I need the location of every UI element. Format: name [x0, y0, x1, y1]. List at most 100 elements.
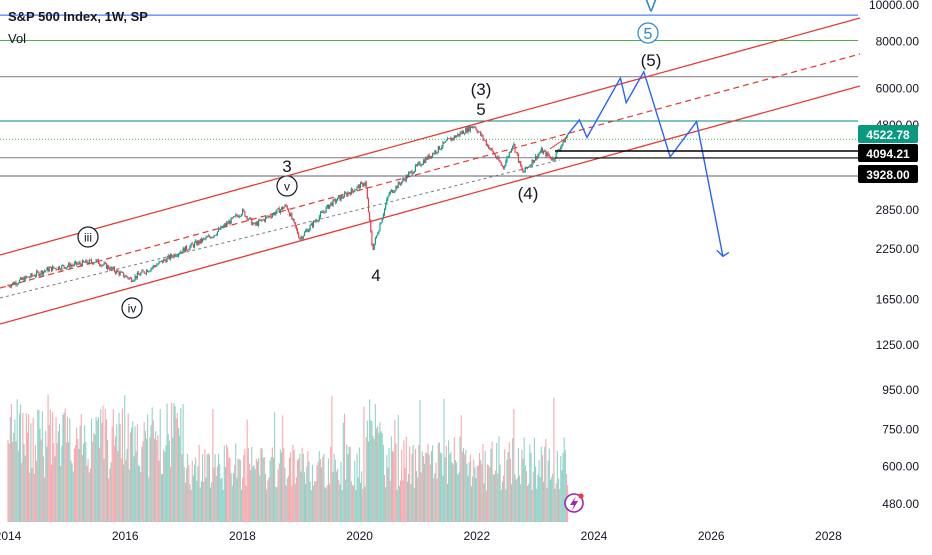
candle-body	[547, 152, 549, 156]
volume-bar	[45, 430, 47, 522]
candle-body	[388, 193, 390, 197]
candle-body	[340, 195, 342, 201]
volume-bar	[374, 404, 376, 522]
candle-body	[152, 265, 154, 268]
volume-bar	[204, 449, 206, 522]
candle-body	[409, 171, 411, 174]
candle-body	[173, 254, 175, 258]
volume-bar	[449, 454, 451, 522]
price-label-text: 3928.00	[866, 168, 910, 182]
candle-body	[437, 146, 439, 153]
candle-body	[49, 266, 51, 269]
volume-bar	[355, 489, 357, 522]
candle-body	[476, 130, 478, 133]
candle-body	[514, 144, 516, 152]
candle-body	[126, 275, 128, 278]
volume-bar	[251, 446, 253, 522]
price-label-box	[858, 125, 918, 143]
volume-bar	[417, 477, 419, 522]
volume-bar	[37, 409, 39, 522]
volume-bar	[536, 488, 538, 522]
volume-bar	[278, 463, 280, 522]
volume-bar	[145, 438, 148, 522]
candle-body	[347, 192, 349, 196]
candle-body	[343, 192, 346, 198]
volume-bar	[457, 474, 459, 522]
volume-bar	[235, 443, 237, 522]
volume-bar	[491, 441, 493, 522]
candle-body	[274, 212, 276, 215]
candle-body	[327, 204, 329, 209]
candle-body	[9, 286, 11, 288]
candle-body	[258, 220, 260, 226]
time-tick-label: 2016	[112, 529, 139, 543]
candle-body	[208, 235, 210, 237]
candle-body	[240, 214, 243, 216]
volume-bar	[287, 475, 289, 522]
candle-body	[203, 238, 205, 240]
volume-bar	[174, 406, 176, 522]
candle-body	[39, 274, 41, 276]
price-tick-label: 1650.00	[876, 293, 920, 307]
volume-bar	[358, 447, 360, 522]
candle-body	[361, 182, 363, 184]
candle-body	[520, 161, 522, 167]
candle-body	[323, 211, 325, 213]
volume-bar	[164, 451, 166, 522]
candle-body	[115, 271, 117, 274]
candle-body	[248, 217, 251, 220]
volume-bar	[275, 486, 277, 522]
volume-bar	[437, 443, 439, 522]
candle-body	[147, 270, 149, 273]
volume-bar	[464, 454, 466, 522]
candle-body	[523, 171, 525, 173]
volume-bar	[271, 447, 273, 522]
volume-bar	[34, 445, 37, 522]
volume-bar	[453, 437, 455, 522]
candle-body	[421, 164, 423, 166]
candle-body	[140, 272, 142, 276]
volume-bar	[198, 444, 200, 522]
volume-bar	[24, 455, 26, 522]
candle-body	[543, 151, 545, 154]
candle-body	[253, 222, 255, 224]
volume-bar	[13, 433, 15, 522]
volume-bar	[363, 406, 365, 522]
volume-bar	[508, 442, 510, 522]
channel-lower-line	[0, 85, 861, 325]
volume-bar	[412, 445, 414, 522]
volume-bar	[247, 448, 249, 522]
volume-bar	[60, 465, 62, 522]
volume-bar	[177, 427, 180, 522]
volume-bar	[102, 405, 104, 522]
candle-body	[243, 209, 245, 212]
wave-label: v	[284, 179, 290, 193]
volume-bar	[509, 458, 511, 522]
wave-label-circle	[121, 297, 143, 319]
candle-body	[404, 179, 406, 181]
candle-body	[169, 254, 172, 259]
candle-body	[433, 153, 435, 155]
volume-bar	[115, 436, 117, 522]
candle-body	[501, 165, 503, 167]
candle-body	[459, 132, 461, 136]
volume-bar	[418, 444, 420, 522]
candle-body	[356, 186, 358, 190]
volume-bar	[227, 447, 229, 522]
volume-bar	[370, 420, 372, 522]
volume-bar	[215, 476, 217, 522]
candle-body	[334, 199, 336, 203]
candle-body	[219, 228, 221, 230]
volume-bar	[134, 426, 136, 522]
candle-body	[278, 208, 280, 213]
volume-bar	[537, 474, 539, 522]
volume-bar	[478, 453, 481, 522]
candle-body	[167, 255, 169, 258]
candle-body	[403, 178, 405, 180]
volume-bar	[285, 485, 287, 522]
volume-bar	[398, 485, 400, 522]
candle-body	[529, 165, 531, 167]
candle-body	[36, 271, 38, 276]
